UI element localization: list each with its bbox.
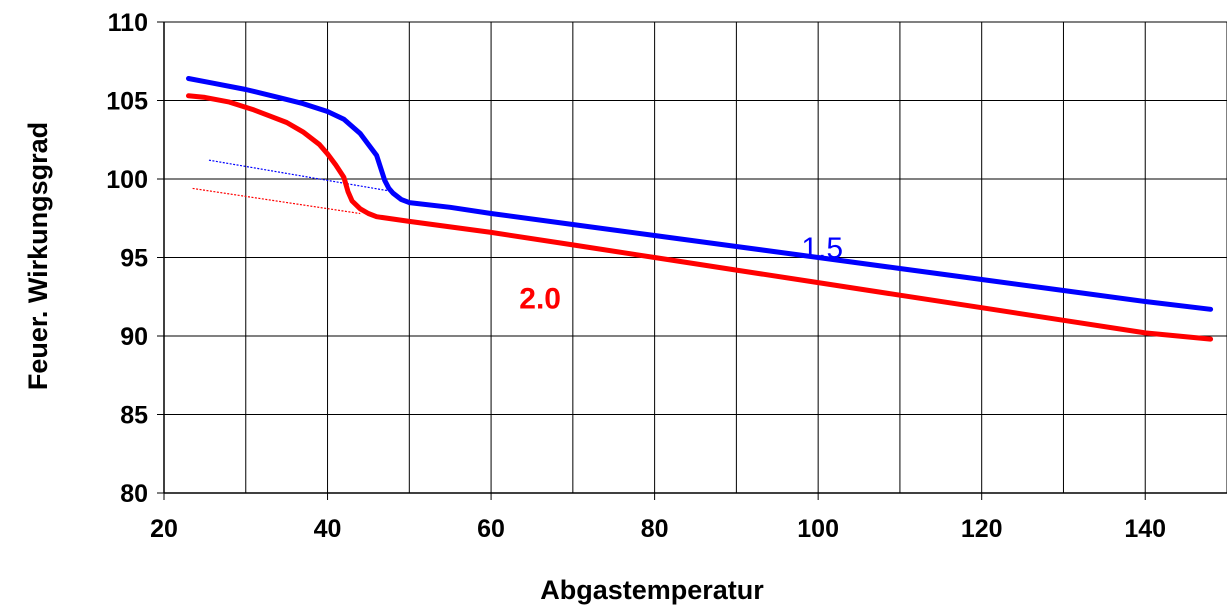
y-tick-label: 100 [106, 166, 148, 194]
series-lines [186, 76, 1214, 342]
x-tick-label: 100 [797, 515, 839, 543]
x-tick-label: 20 [150, 515, 178, 543]
x-tick-label: 60 [477, 515, 505, 543]
extrapolation-lines [192, 159, 394, 215]
x-tick-label: 40 [314, 515, 342, 543]
y-axis-title: Feuer. Wirkungsgrad [23, 122, 53, 390]
y-tick-label: 85 [120, 402, 148, 430]
y-axis-ticks: 80 85 90 95 100 105 110 [106, 9, 164, 508]
series-annotation: 2.0 [519, 282, 561, 315]
x-tick-label: 120 [961, 515, 1003, 543]
series-line-2-0 [186, 93, 1214, 342]
y-tick-label: 95 [120, 245, 148, 273]
extrapolation-line [208, 159, 394, 193]
y-tick-label: 110 [108, 9, 148, 37]
x-axis-title: Abgastemperatur [540, 575, 764, 605]
series-annotations: 1.5 2.0 [519, 232, 843, 315]
y-tick-label: 105 [106, 88, 148, 116]
x-axis-ticks: 20 40 60 80 100 120 140 [150, 493, 1166, 543]
extrapolation-line [192, 187, 361, 215]
series-annotation: 1.5 [801, 232, 843, 265]
x-tick-label: 80 [641, 515, 669, 543]
x-tick-label: 140 [1124, 515, 1166, 543]
series-line-1-5 [186, 76, 1214, 312]
y-tick-label: 90 [120, 323, 148, 351]
y-tick-label: 80 [120, 480, 148, 508]
